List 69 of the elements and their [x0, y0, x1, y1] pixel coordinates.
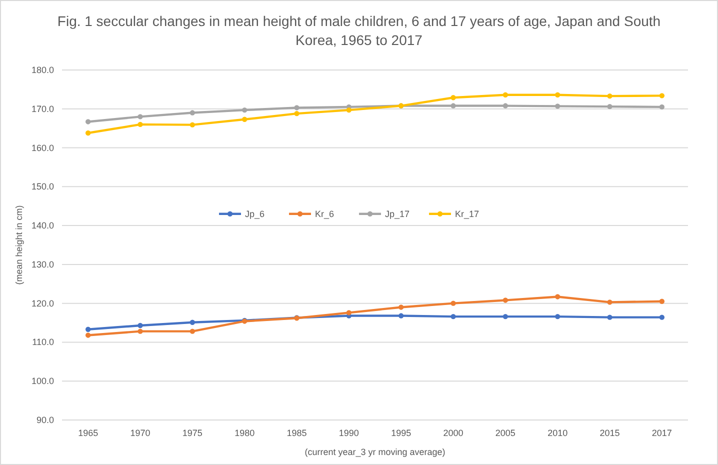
point	[190, 110, 196, 116]
point	[607, 104, 612, 110]
point	[450, 103, 456, 108]
legend-label: Jp_6	[245, 208, 265, 219]
point	[138, 322, 143, 328]
y-tick-label: 120.0	[31, 298, 54, 308]
point	[138, 114, 143, 120]
y-tick-label: 160.0	[31, 142, 54, 153]
x-tick-label: 1995	[391, 428, 412, 438]
point	[346, 107, 352, 113]
point	[190, 328, 196, 334]
point	[659, 314, 665, 320]
y-tick-label: 130.0	[31, 259, 54, 270]
point	[554, 314, 560, 320]
legend-label: Kr_6	[315, 208, 334, 219]
y-tick-label: 110.0	[32, 337, 54, 348]
legend-label: Jp_17	[385, 208, 410, 219]
point	[502, 92, 508, 98]
point	[450, 95, 456, 100]
legend-label: Kr_17	[455, 208, 480, 219]
point	[502, 314, 508, 320]
x-tick-label: 2017	[652, 428, 672, 438]
y-tick-label: 180.0	[31, 65, 54, 75]
chart-title: Fig. 1 seccular changes in mean height of male children, 6 and 17 years of age, Japan and South Korea, 1965 to 2017	[57, 13, 661, 48]
x-tick-label: 2000	[443, 428, 464, 438]
x-tick-label: 1985	[286, 428, 307, 438]
point	[190, 122, 196, 128]
y-tick-label: 170.0	[31, 104, 54, 114]
point	[85, 332, 91, 338]
point	[659, 298, 665, 304]
point	[85, 119, 91, 124]
point	[607, 93, 612, 99]
point	[607, 314, 612, 320]
point	[398, 313, 404, 318]
x-tick-label: 2015	[600, 428, 620, 438]
x-tick-label: 1975	[182, 428, 202, 438]
x-tick-label: 1965	[78, 428, 98, 438]
x-tick-label: 2010	[548, 428, 568, 438]
point	[346, 310, 352, 316]
point	[450, 300, 456, 306]
point	[242, 107, 248, 113]
point	[242, 116, 248, 122]
point	[294, 110, 300, 116]
point	[607, 300, 612, 305]
point	[85, 130, 91, 136]
point	[659, 93, 665, 98]
point	[450, 314, 456, 320]
point	[554, 92, 560, 98]
x-tick-label: 2005	[495, 428, 516, 438]
point	[294, 105, 300, 110]
point	[138, 122, 143, 128]
point	[85, 326, 91, 332]
x-tick-label: 1990	[338, 428, 359, 438]
point	[398, 304, 404, 310]
point	[502, 298, 508, 303]
y-tick-label: 90.0	[36, 415, 54, 425]
point	[190, 320, 196, 325]
point	[659, 104, 665, 110]
point	[554, 294, 560, 300]
point	[502, 103, 508, 108]
y-tick-label: 100.0	[31, 376, 54, 386]
y-tick-label: 150.0	[31, 182, 54, 192]
x-tick-label: 1970	[130, 428, 150, 438]
y-tick-label: 140.0	[31, 220, 54, 231]
point	[554, 104, 560, 109]
point	[138, 328, 143, 334]
x-tick-label: 1980	[234, 428, 255, 438]
y-axis-title: (mean height in cm)	[14, 205, 24, 285]
x-axis-title: (current year_3 yr moving average)	[304, 447, 446, 457]
